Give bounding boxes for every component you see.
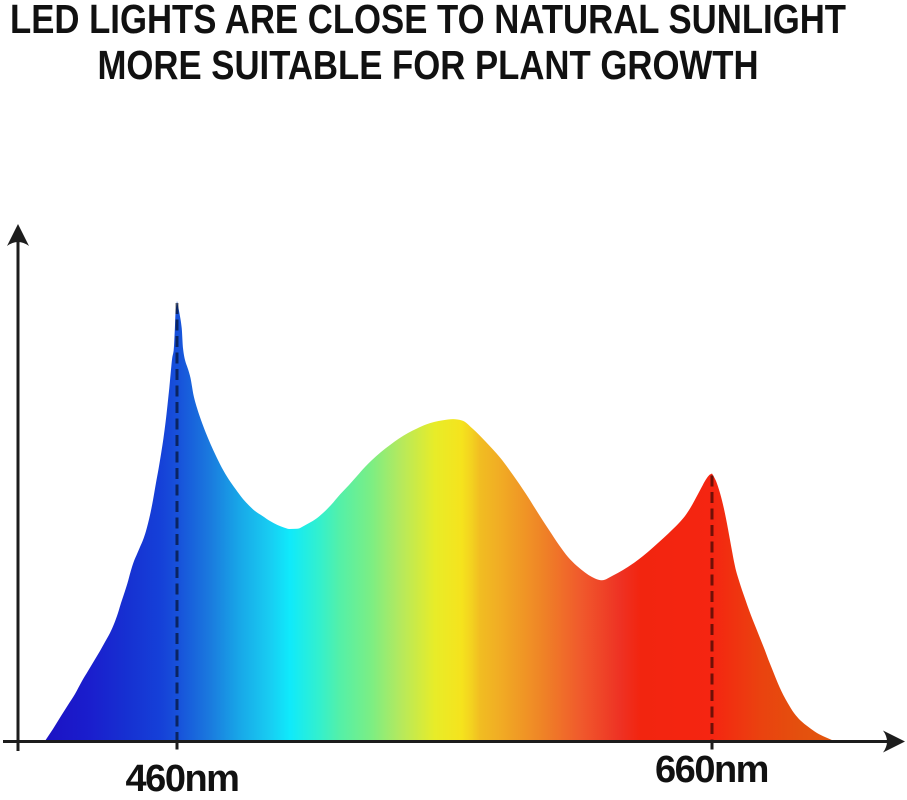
spectrum-area <box>44 301 833 741</box>
y-axis-arrowhead-icon <box>7 224 29 246</box>
x-axis-arrowhead-icon <box>883 730 905 753</box>
y-axis <box>7 224 29 751</box>
tick-label-460nm: 460nm <box>125 757 240 800</box>
page-title-line-2: MORE SUITABLE FOR PLANT GROWTH <box>97 42 759 88</box>
page-title-line-1: LED LIGHTS ARE CLOSE TO NATURAL SUNLIGHT <box>9 0 847 42</box>
tick-label-660nm: 660nm <box>655 749 769 791</box>
x-axis <box>3 730 905 753</box>
page-title: LED LIGHTS ARE CLOSE TO NATURAL SUNLIGHT… <box>5 0 852 88</box>
